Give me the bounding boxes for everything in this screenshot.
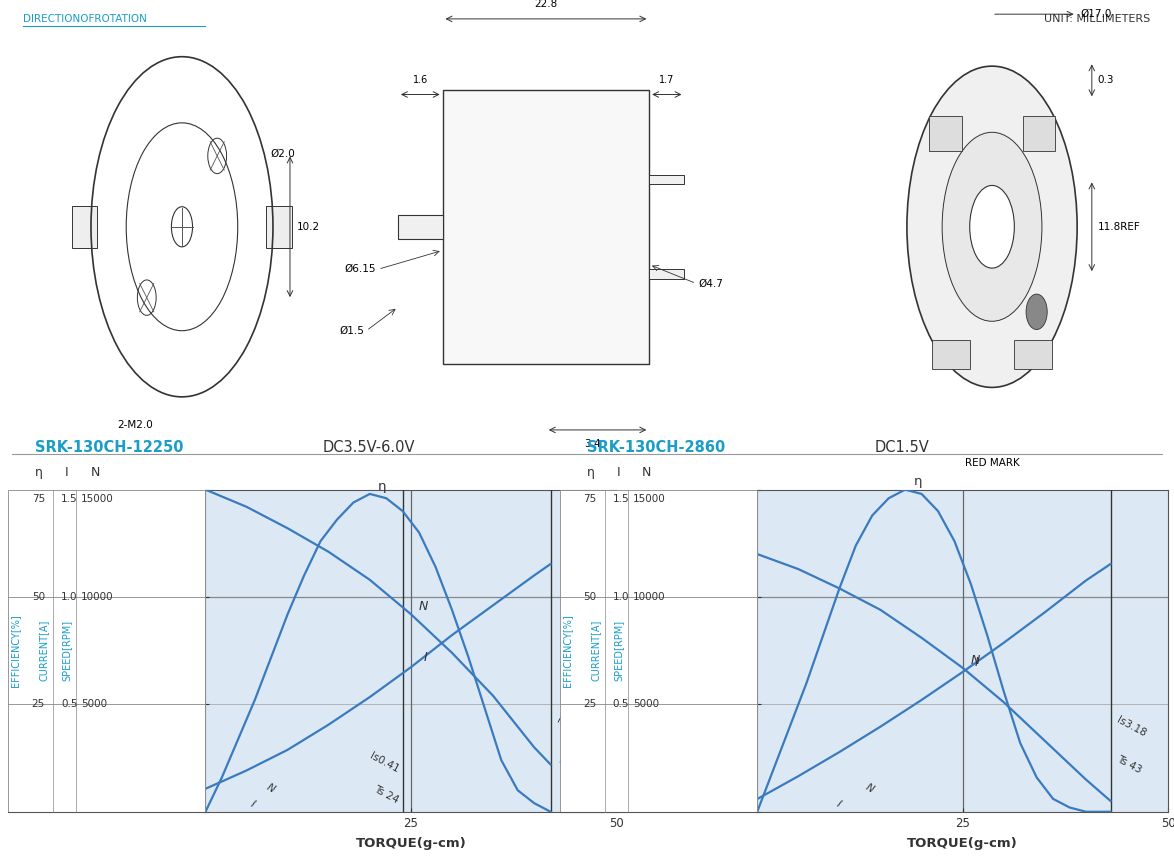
Text: 75: 75	[583, 494, 596, 504]
Text: Ø4.7: Ø4.7	[699, 278, 723, 289]
Text: 25: 25	[583, 699, 596, 710]
Text: SPEED[RPM]: SPEED[RPM]	[614, 620, 623, 681]
Text: DC1.5V: DC1.5V	[875, 441, 930, 455]
Text: I: I	[249, 800, 256, 809]
Ellipse shape	[171, 207, 193, 247]
FancyBboxPatch shape	[932, 340, 970, 369]
Text: 1.6: 1.6	[413, 75, 427, 85]
Text: η: η	[378, 479, 386, 492]
Text: N: N	[971, 654, 980, 667]
Ellipse shape	[970, 186, 1014, 268]
Text: 5000: 5000	[633, 699, 659, 710]
Text: 15000: 15000	[81, 494, 114, 504]
Text: SRK-130CH-12250: SRK-130CH-12250	[35, 441, 183, 455]
Text: Ts 24: Ts 24	[372, 784, 400, 805]
Text: DC3.5V-6.0V: DC3.5V-6.0V	[323, 441, 416, 455]
Text: 1.7: 1.7	[659, 75, 675, 85]
Ellipse shape	[908, 67, 1077, 387]
Text: Ø6.15: Ø6.15	[344, 265, 376, 274]
Text: 10000: 10000	[81, 592, 114, 602]
Text: N: N	[863, 782, 875, 795]
Text: I: I	[65, 466, 68, 479]
Text: 50: 50	[583, 592, 596, 602]
FancyBboxPatch shape	[72, 205, 97, 248]
Text: DIRECTIONOFROTATION: DIRECTIONOFROTATION	[23, 14, 148, 24]
Text: 3.4: 3.4	[585, 439, 601, 449]
Text: RED MARK: RED MARK	[965, 458, 1019, 468]
X-axis label: TORQUE(g-cm): TORQUE(g-cm)	[908, 837, 1018, 850]
Text: UNIT: MILLIMETERS: UNIT: MILLIMETERS	[1044, 14, 1151, 24]
Text: Ø2.0: Ø2.0	[270, 149, 295, 159]
Text: I: I	[423, 651, 427, 664]
Text: I: I	[835, 800, 843, 809]
Text: I: I	[974, 655, 979, 668]
Text: SRK-130CH-2860: SRK-130CH-2860	[587, 441, 726, 455]
X-axis label: TORQUE(g-cm): TORQUE(g-cm)	[356, 837, 466, 850]
Text: 1.5: 1.5	[61, 494, 77, 504]
Text: 15000: 15000	[633, 494, 666, 504]
Text: Is0.41: Is0.41	[367, 752, 400, 775]
Text: 10000: 10000	[633, 592, 666, 602]
Text: 22.8: 22.8	[534, 0, 558, 9]
FancyBboxPatch shape	[1023, 116, 1055, 151]
FancyBboxPatch shape	[398, 215, 443, 239]
FancyBboxPatch shape	[443, 90, 649, 364]
Ellipse shape	[942, 132, 1043, 321]
Text: N: N	[419, 600, 429, 612]
Text: 0.3: 0.3	[1098, 76, 1114, 85]
Text: 5000: 5000	[81, 699, 107, 710]
Text: η: η	[35, 466, 43, 479]
Text: EFFICIENCY[%]: EFFICIENCY[%]	[11, 614, 20, 687]
FancyBboxPatch shape	[649, 269, 684, 278]
Text: Is3.18: Is3.18	[1115, 715, 1147, 739]
Text: 1.5: 1.5	[613, 494, 629, 504]
Text: Ø17.0: Ø17.0	[1080, 9, 1112, 19]
Text: N: N	[642, 466, 652, 479]
Text: Ts 42: Ts 42	[554, 754, 582, 775]
Ellipse shape	[1026, 294, 1047, 330]
Text: 1.0: 1.0	[613, 592, 629, 602]
Text: I: I	[616, 466, 620, 479]
Text: η: η	[913, 475, 922, 488]
Text: 2-M2.0: 2-M2.0	[117, 420, 153, 430]
Text: 1.0: 1.0	[61, 592, 77, 602]
Text: N: N	[264, 782, 276, 795]
Text: 25: 25	[32, 699, 45, 710]
Text: EFFICIENCY[%]: EFFICIENCY[%]	[562, 614, 572, 687]
Text: Is0.70: Is0.70	[554, 715, 587, 739]
Text: 11.8REF: 11.8REF	[1098, 222, 1140, 232]
Text: 0.5: 0.5	[61, 699, 77, 710]
Text: 50: 50	[32, 592, 45, 602]
Text: η: η	[587, 466, 595, 479]
Text: CURRENT[A]: CURRENT[A]	[39, 620, 48, 681]
Text: Ts 43: Ts 43	[1115, 754, 1142, 775]
Text: Ø1.5: Ø1.5	[339, 326, 364, 336]
Text: N: N	[90, 466, 100, 479]
Text: 0.5: 0.5	[613, 699, 629, 710]
Text: 75: 75	[32, 494, 45, 504]
Text: SPEED[RPM]: SPEED[RPM]	[62, 620, 72, 681]
FancyBboxPatch shape	[929, 116, 962, 151]
Text: CURRENT[A]: CURRENT[A]	[591, 620, 600, 681]
Text: 10.2: 10.2	[297, 222, 321, 232]
FancyBboxPatch shape	[266, 205, 292, 248]
FancyBboxPatch shape	[1014, 340, 1052, 369]
FancyBboxPatch shape	[649, 174, 684, 185]
